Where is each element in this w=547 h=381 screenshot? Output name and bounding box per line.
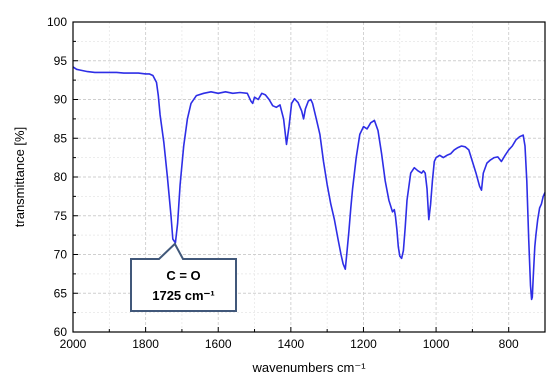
annotation-callout: C = O 1725 cm⁻¹ — [130, 242, 237, 312]
y-tick-label: 85 — [54, 131, 68, 145]
y-tick-label: 65 — [54, 286, 68, 300]
y-tick-label: 60 — [54, 325, 68, 339]
y-tick-label: 80 — [54, 170, 68, 184]
y-tick-label: 100 — [47, 15, 67, 29]
y-axis-ticks: 60 65 70 75 80 85 90 95 100 — [47, 15, 78, 339]
spectrum-line — [72, 66, 546, 301]
x-tick-label: 800 — [499, 337, 519, 351]
y-tick-label: 95 — [54, 54, 68, 68]
y-axis-title: transmittance [%] — [12, 127, 27, 227]
callout-box — [130, 242, 237, 312]
annotation-label-bond: C = O — [166, 268, 200, 283]
x-tick-label: 1800 — [132, 337, 159, 351]
x-tick-label: 1400 — [277, 337, 304, 351]
y-tick-label: 75 — [54, 209, 68, 223]
y-tick-label: 90 — [54, 93, 68, 107]
x-axis-title: wavenumbers cm⁻¹ — [251, 360, 366, 375]
x-tick-label: 1600 — [205, 337, 232, 351]
minor-grid — [73, 22, 545, 332]
x-tick-label: 2000 — [60, 337, 87, 351]
x-tick-label: 1000 — [423, 337, 450, 351]
y-tick-label: 70 — [54, 248, 68, 262]
x-axis-ticks: 2000 1800 1600 1400 1200 1000 800 — [60, 327, 519, 351]
major-grid — [73, 22, 545, 332]
annotation-label-wavenumber: 1725 cm⁻¹ — [152, 288, 215, 303]
x-tick-label: 1200 — [350, 337, 377, 351]
